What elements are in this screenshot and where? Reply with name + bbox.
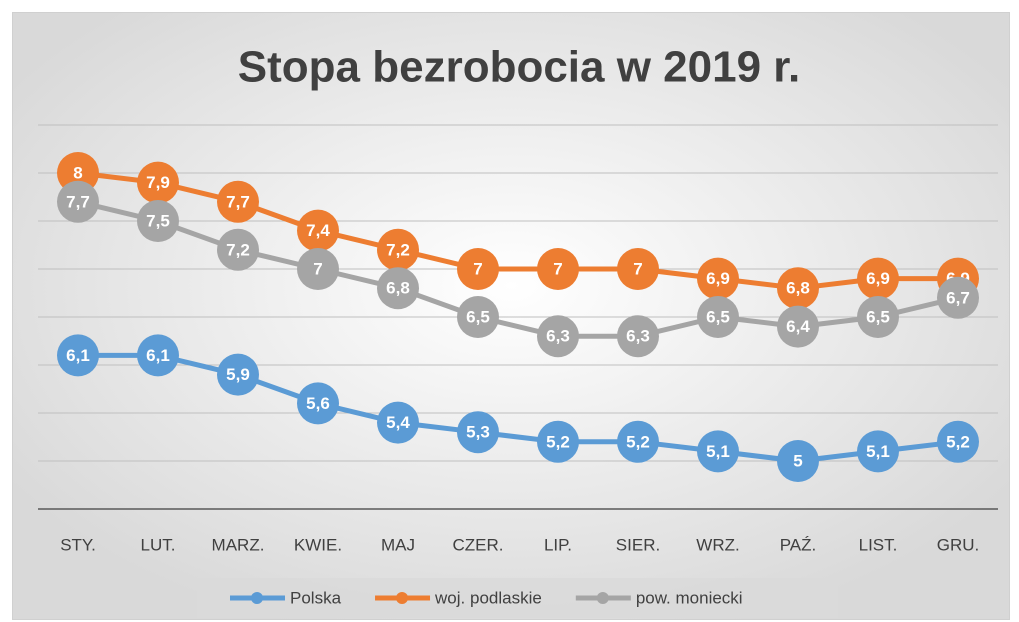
- data-label: 6,8: [786, 279, 810, 298]
- data-label: 5,1: [866, 442, 890, 461]
- legend-label: woj. podlaskie: [434, 588, 542, 607]
- data-point: [377, 228, 419, 271]
- data-point: [217, 228, 259, 271]
- data-point: [297, 382, 339, 425]
- data-point: [57, 180, 99, 223]
- chart-title: Stopa bezrobocia w 2019 r.: [238, 43, 800, 92]
- data-point: [57, 334, 99, 377]
- legend-marker: [596, 592, 609, 604]
- data-point: [457, 411, 499, 454]
- data-label: 6,3: [626, 327, 650, 346]
- data-label: 7: [633, 259, 642, 278]
- data-label: 5,1: [706, 442, 730, 461]
- data-label: 7,4: [306, 221, 330, 240]
- data-point: [937, 276, 979, 319]
- data-label: 5,2: [626, 432, 650, 451]
- data-point: [217, 180, 259, 223]
- data-point: [777, 267, 819, 310]
- data-point: [57, 152, 99, 194]
- chart-background: [12, 12, 1010, 620]
- legend-label: pow. moniecki: [636, 588, 743, 607]
- x-tick-label: MAJ: [381, 535, 415, 554]
- data-label: 6,9: [866, 269, 890, 288]
- data-point: [377, 401, 419, 444]
- data-label: 7,7: [226, 192, 250, 211]
- data-point: [937, 420, 979, 463]
- x-tick-label: KWIE.: [294, 535, 342, 554]
- data-label: 5: [793, 451, 802, 470]
- data-label: 6,8: [386, 279, 410, 298]
- legend-marker: [251, 592, 263, 604]
- data-point: [137, 161, 179, 204]
- data-label: 7,9: [146, 173, 170, 192]
- data-point: [297, 209, 339, 252]
- data-label: 8: [73, 163, 82, 182]
- data-point: [777, 305, 819, 348]
- data-point: [537, 420, 579, 463]
- data-label: 6,4: [786, 317, 810, 336]
- data-label: 7,5: [146, 211, 170, 230]
- data-label: 6,9: [706, 269, 730, 288]
- data-label: 5,4: [386, 413, 410, 432]
- x-tick-label: GRU.: [937, 535, 980, 554]
- data-point: [617, 315, 659, 358]
- data-label: 6,1: [66, 346, 90, 365]
- data-label: 6,1: [146, 346, 170, 365]
- x-tick-label: LUT.: [141, 535, 176, 554]
- legend-box: [197, 578, 838, 618]
- data-point: [857, 430, 899, 473]
- data-point: [217, 353, 259, 396]
- data-point: [457, 296, 499, 338]
- legend-marker: [396, 592, 409, 604]
- data-label: 7: [313, 259, 322, 278]
- data-label: 5,3: [466, 423, 490, 442]
- data-point: [537, 248, 579, 290]
- data-point: [617, 420, 659, 463]
- data-label: 7: [553, 259, 562, 278]
- data-label: 5,2: [546, 432, 570, 451]
- x-tick-label: WRZ.: [696, 535, 739, 554]
- data-label: 7,2: [386, 240, 410, 259]
- legend-label: Polska: [290, 588, 342, 607]
- data-point: [617, 248, 659, 290]
- data-label: 5,6: [306, 394, 330, 413]
- data-point: [137, 200, 179, 242]
- x-tick-label: MARZ.: [212, 535, 265, 554]
- data-label: 7,7: [66, 192, 90, 211]
- data-point: [857, 257, 899, 300]
- data-label: 5,9: [226, 365, 250, 384]
- data-point: [777, 440, 819, 482]
- data-point: [857, 296, 899, 338]
- data-label: 6,5: [706, 307, 730, 326]
- data-point: [377, 267, 419, 310]
- data-point: [697, 257, 739, 300]
- x-tick-label: SIER.: [616, 535, 660, 554]
- data-point: [537, 315, 579, 358]
- x-tick-label: LIP.: [544, 535, 572, 554]
- data-label: 6,3: [546, 327, 570, 346]
- data-label: 6,5: [466, 307, 490, 326]
- data-point: [697, 430, 739, 473]
- x-tick-label: STY.: [60, 535, 96, 554]
- x-tick-label: CZER.: [453, 535, 504, 554]
- data-point: [457, 248, 499, 290]
- data-label: 6,5: [866, 307, 890, 326]
- data-label: 6,7: [946, 288, 970, 307]
- data-point: [297, 248, 339, 290]
- x-tick-label: PAŹ.: [780, 535, 817, 554]
- data-point: [697, 296, 739, 338]
- data-label: 7: [473, 259, 482, 278]
- x-tick-label: LIST.: [859, 535, 898, 554]
- data-label: 5,2: [946, 432, 970, 451]
- data-point: [137, 334, 179, 377]
- data-label: 7,2: [226, 240, 250, 259]
